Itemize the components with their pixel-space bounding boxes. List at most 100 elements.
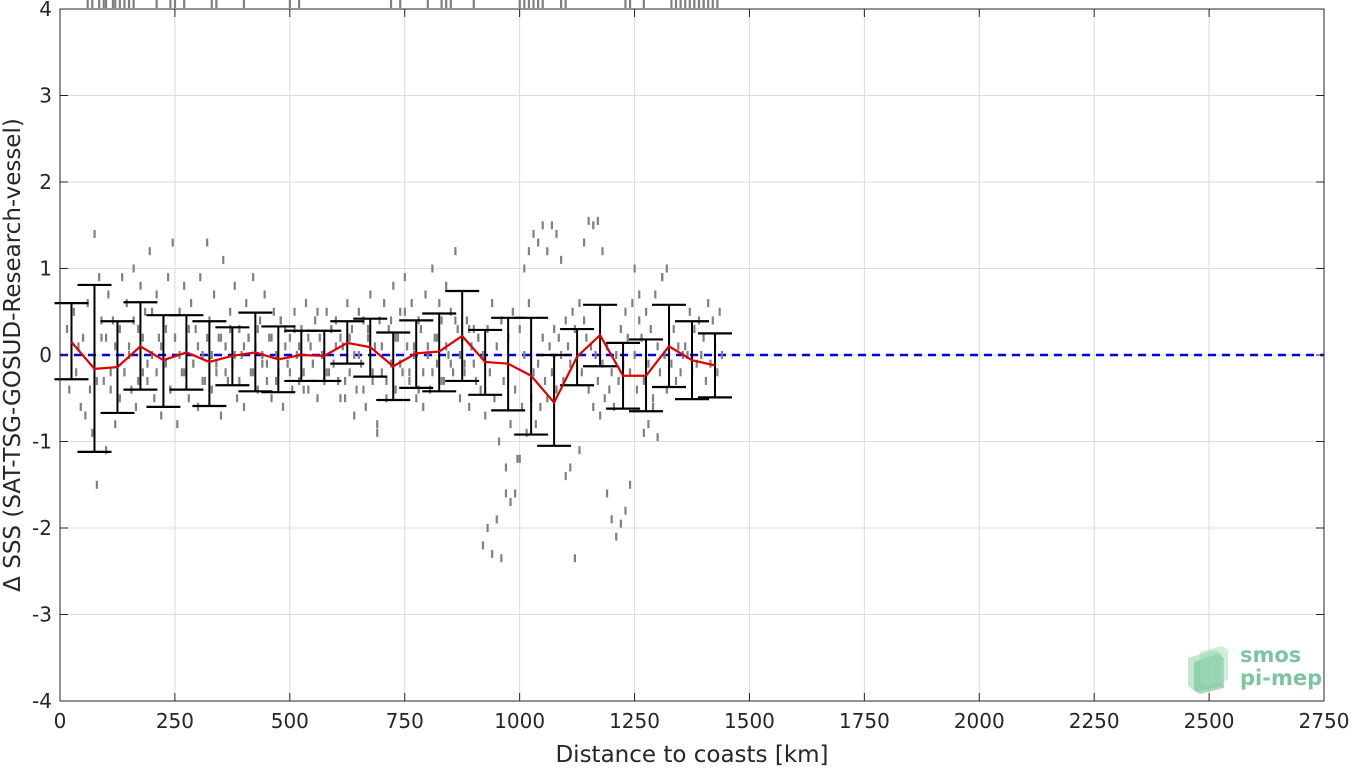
scatter-point [429, 385, 432, 394]
scatter-point [252, 368, 255, 377]
scatter-point [311, 359, 314, 368]
scatter-point [366, 325, 370, 334]
scatter-point [233, 281, 236, 290]
scatter-point [141, 333, 144, 342]
scatter-point [114, 0, 117, 8]
scatter-point [141, 368, 144, 377]
scatter-point [484, 411, 487, 420]
scatter-point [605, 489, 609, 498]
scatter-point [123, 368, 126, 377]
scatter-point [624, 307, 627, 316]
scatter-point [638, 316, 641, 325]
scatter-point [520, 402, 524, 411]
scatter-point [235, 394, 239, 403]
scatter-point [645, 307, 648, 316]
scatter-point [406, 342, 409, 351]
scatter-point [238, 325, 241, 334]
scatter-point [624, 506, 627, 515]
scatter-point [380, 368, 383, 377]
scatter-point [389, 0, 393, 8]
scatter-point [171, 238, 174, 247]
scatter-point [194, 325, 197, 334]
scatter-point [707, 299, 710, 308]
scatter-point [642, 428, 645, 437]
scatter-point [695, 359, 698, 368]
scatter-point [509, 498, 512, 507]
scatter-point [518, 325, 521, 334]
scatter-point [458, 351, 462, 359]
scatter-point [148, 247, 151, 256]
scatter-point [183, 368, 186, 377]
scatter-point [394, 385, 397, 394]
scatter-point [631, 299, 634, 308]
scatter-point [256, 325, 259, 334]
scatter-point [325, 368, 328, 377]
scatter-point [137, 376, 140, 385]
scatter-point [649, 325, 652, 334]
scatter-point [385, 376, 388, 385]
scatter-point [102, 376, 105, 385]
scatter-point [640, 333, 643, 342]
scatter-point [318, 333, 321, 342]
scatter-point [454, 316, 457, 325]
scatter-point [362, 385, 365, 394]
scatter-point [304, 299, 308, 308]
scatter-point [339, 394, 342, 403]
scatter-point [647, 420, 650, 429]
scatter-point [610, 515, 613, 524]
scatter-point [91, 0, 94, 8]
scatter-point [442, 376, 445, 385]
scatter-point [104, 333, 108, 342]
scatter-point [704, 376, 707, 385]
scatter-point [187, 325, 190, 334]
scatter-point [550, 368, 554, 377]
scatter-point [651, 402, 655, 411]
scatter-point [491, 299, 494, 308]
scatter-point [693, 325, 696, 334]
scatter-point [291, 385, 294, 394]
scatter-point [95, 480, 98, 489]
scatter-point [100, 333, 103, 342]
scatter-point [688, 0, 691, 8]
scatter-point [674, 376, 678, 385]
scatter-point [249, 368, 252, 377]
scatter-point [91, 428, 94, 437]
scatter-point [155, 290, 158, 299]
scatter-point [615, 351, 618, 359]
scatter-point [502, 376, 505, 385]
scatter-point [394, 333, 397, 342]
scatter-point [617, 376, 620, 385]
scatter-point [183, 0, 186, 8]
scatter-point [127, 342, 131, 351]
scatter-point [389, 316, 393, 325]
scatter-point [569, 463, 572, 472]
scatter-point [592, 221, 595, 230]
scatter-point [307, 385, 310, 394]
scatter-point [265, 376, 269, 385]
scatter-point [81, 333, 85, 342]
scatter-point [573, 554, 576, 563]
scatter-point [346, 299, 349, 308]
scatter-point [155, 368, 158, 377]
scatter-point [109, 368, 112, 377]
scatter-point [396, 333, 400, 342]
scatter-point [247, 333, 250, 342]
logo-line1: smos [1240, 643, 1301, 667]
scatter-point [688, 307, 691, 316]
scatter-point [518, 0, 521, 8]
scatter-point [702, 333, 705, 342]
scatter-point [674, 0, 678, 8]
scatter-point [495, 515, 498, 524]
scatter-point [578, 446, 581, 455]
scatter-point [615, 532, 618, 541]
scatter-point [532, 368, 535, 377]
y-tick-label: 0 [39, 343, 52, 367]
scatter-point [137, 325, 140, 334]
scatter-point [412, 342, 416, 351]
scatter-point [463, 359, 466, 368]
scatter-point [314, 316, 317, 325]
scatter-point [224, 368, 227, 377]
scatter-point [670, 359, 673, 368]
scatter-point [127, 351, 131, 359]
